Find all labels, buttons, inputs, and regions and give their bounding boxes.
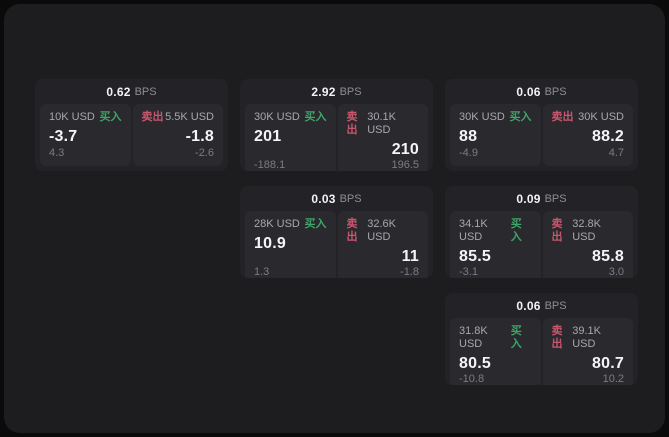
sell-sub-value: 3.0 bbox=[608, 266, 624, 278]
buy-price: 88 bbox=[459, 128, 478, 145]
sell-tile[interactable]: 卖出 32.8K USD 85.8 3.0 bbox=[542, 211, 633, 278]
buy-price: 85.5 bbox=[459, 248, 491, 265]
bps-unit-label: BPS bbox=[339, 192, 362, 205]
card-header: 0.62 BPS bbox=[35, 79, 228, 104]
bps-value: 0.62 bbox=[106, 84, 131, 99]
sell-side-label: 卖出 bbox=[346, 218, 358, 243]
card-header: 0.06 BPS bbox=[445, 293, 638, 318]
sell-tile[interactable]: 卖出 30K USD 88.2 4.7 bbox=[542, 104, 633, 166]
buy-price: -3.7 bbox=[49, 128, 78, 145]
quote-card: 0.03 BPS 28K USD 买入 10.9 1.3 卖出 32.6K US… bbox=[240, 186, 433, 278]
buy-tile[interactable]: 30K USD 买入 201 -188.1 bbox=[245, 104, 336, 171]
buy-size-label: 30K USD bbox=[459, 111, 505, 123]
sell-sub-value: 10.2 bbox=[602, 373, 624, 385]
buy-side-label: 买入 bbox=[304, 218, 327, 230]
quote-cards-grid: 0.62 BPS 10K USD 买入 -3.7 4.3 卖出 5.5K USD bbox=[35, 79, 638, 385]
card-body: 34.1K USD 买入 85.5 -3.1 卖出 32.8K USD 85.8… bbox=[445, 211, 638, 278]
sell-size-label: 39.1K USD bbox=[572, 325, 601, 350]
card-header: 0.06 BPS bbox=[445, 79, 638, 104]
sell-side-label: 卖出 bbox=[141, 111, 164, 123]
quote-card: 0.06 BPS 30K USD 买入 88 -4.9 卖出 30K USD bbox=[445, 79, 638, 171]
bps-value: 0.03 bbox=[311, 191, 336, 206]
bps-value: 0.09 bbox=[516, 191, 541, 206]
buy-size-label: 31.8K USD bbox=[459, 325, 488, 350]
sell-size-label: 32.6K USD bbox=[367, 218, 396, 243]
bps-value: 0.06 bbox=[516, 84, 541, 99]
buy-side-label: 买入 bbox=[510, 325, 522, 350]
buy-tile[interactable]: 10K USD 买入 -3.7 4.3 bbox=[40, 104, 131, 166]
buy-tile[interactable]: 31.8K USD 买入 80.5 -10.8 bbox=[450, 318, 541, 385]
bps-value: 2.92 bbox=[311, 84, 336, 99]
card-header: 0.09 BPS bbox=[445, 186, 638, 211]
sell-side-label: 卖出 bbox=[346, 111, 358, 136]
buy-size-label: 10K USD bbox=[49, 111, 95, 123]
sell-sub-value: 196.5 bbox=[391, 159, 419, 171]
sell-sub-value: 4.7 bbox=[608, 147, 624, 159]
sell-side-label: 卖出 bbox=[551, 111, 574, 123]
sell-size-label: 5.5K USD bbox=[165, 111, 214, 123]
buy-sub-value: -3.1 bbox=[459, 266, 478, 278]
buy-price: 201 bbox=[254, 128, 282, 145]
sell-size-label: 30K USD bbox=[578, 111, 624, 123]
sell-sub-value: -2.6 bbox=[195, 147, 214, 159]
quote-card: 0.62 BPS 10K USD 买入 -3.7 4.3 卖出 5.5K USD bbox=[35, 79, 228, 171]
quote-card: 2.92 BPS 30K USD 买入 201 -188.1 卖出 30.1K … bbox=[240, 79, 433, 171]
buy-side-label: 买入 bbox=[510, 218, 522, 243]
sell-tile[interactable]: 卖出 30.1K USD 210 196.5 bbox=[337, 104, 428, 171]
sell-tile[interactable]: 卖出 39.1K USD 80.7 10.2 bbox=[542, 318, 633, 385]
card-body: 30K USD 买入 88 -4.9 卖出 30K USD 88.2 4.7 bbox=[445, 104, 638, 171]
buy-side-label: 买入 bbox=[99, 111, 122, 123]
sell-price: 80.7 bbox=[592, 355, 624, 372]
buy-sub-value: -4.9 bbox=[459, 147, 478, 159]
sell-price: 85.8 bbox=[592, 248, 624, 265]
bps-value: 0.06 bbox=[516, 298, 541, 313]
bps-unit-label: BPS bbox=[544, 299, 567, 312]
buy-price: 10.9 bbox=[254, 235, 286, 252]
buy-tile[interactable]: 34.1K USD 买入 85.5 -3.1 bbox=[450, 211, 541, 278]
buy-sub-value: 4.3 bbox=[49, 147, 65, 159]
app-panel: 0.62 BPS 10K USD 买入 -3.7 4.3 卖出 5.5K USD bbox=[4, 4, 665, 433]
buy-sub-value: 1.3 bbox=[254, 266, 270, 278]
buy-side-label: 买入 bbox=[304, 111, 327, 123]
buy-size-label: 28K USD bbox=[254, 218, 300, 230]
buy-side-label: 买入 bbox=[509, 111, 532, 123]
quote-card: 0.06 BPS 31.8K USD 买入 80.5 -10.8 卖出 39.1… bbox=[445, 293, 638, 385]
sell-price: 210 bbox=[391, 141, 419, 158]
buy-sub-value: -188.1 bbox=[254, 159, 286, 171]
buy-price: 80.5 bbox=[459, 355, 491, 372]
card-body: 31.8K USD 买入 80.5 -10.8 卖出 39.1K USD 80.… bbox=[445, 318, 638, 385]
bps-unit-label: BPS bbox=[544, 192, 567, 205]
sell-sub-value: -1.8 bbox=[400, 266, 419, 278]
sell-size-label: 30.1K USD bbox=[367, 111, 396, 136]
sell-price: 88.2 bbox=[592, 128, 624, 145]
sell-price: -1.8 bbox=[185, 128, 214, 145]
sell-price: 11 bbox=[401, 248, 419, 265]
card-body: 30K USD 买入 201 -188.1 卖出 30.1K USD 210 1… bbox=[240, 104, 433, 171]
buy-sub-value: -10.8 bbox=[459, 373, 485, 385]
sell-size-label: 32.8K USD bbox=[572, 218, 601, 243]
bps-unit-label: BPS bbox=[134, 85, 157, 98]
buy-tile[interactable]: 28K USD 买入 10.9 1.3 bbox=[245, 211, 336, 278]
sell-side-label: 卖出 bbox=[551, 218, 563, 243]
sell-tile[interactable]: 卖出 5.5K USD -1.8 -2.6 bbox=[132, 104, 223, 166]
card-header: 2.92 BPS bbox=[240, 79, 433, 104]
card-body: 10K USD 买入 -3.7 4.3 卖出 5.5K USD -1.8 -2.… bbox=[35, 104, 228, 171]
buy-size-label: 30K USD bbox=[254, 111, 300, 123]
quote-card: 0.09 BPS 34.1K USD 买入 85.5 -3.1 卖出 32.8K… bbox=[445, 186, 638, 278]
buy-tile[interactable]: 30K USD 买入 88 -4.9 bbox=[450, 104, 541, 166]
buy-size-label: 34.1K USD bbox=[459, 218, 488, 243]
bps-unit-label: BPS bbox=[544, 85, 567, 98]
sell-side-label: 卖出 bbox=[551, 325, 563, 350]
card-header: 0.03 BPS bbox=[240, 186, 433, 211]
bps-unit-label: BPS bbox=[339, 85, 362, 98]
card-body: 28K USD 买入 10.9 1.3 卖出 32.6K USD 11 -1.8 bbox=[240, 211, 433, 278]
sell-tile[interactable]: 卖出 32.6K USD 11 -1.8 bbox=[337, 211, 428, 278]
